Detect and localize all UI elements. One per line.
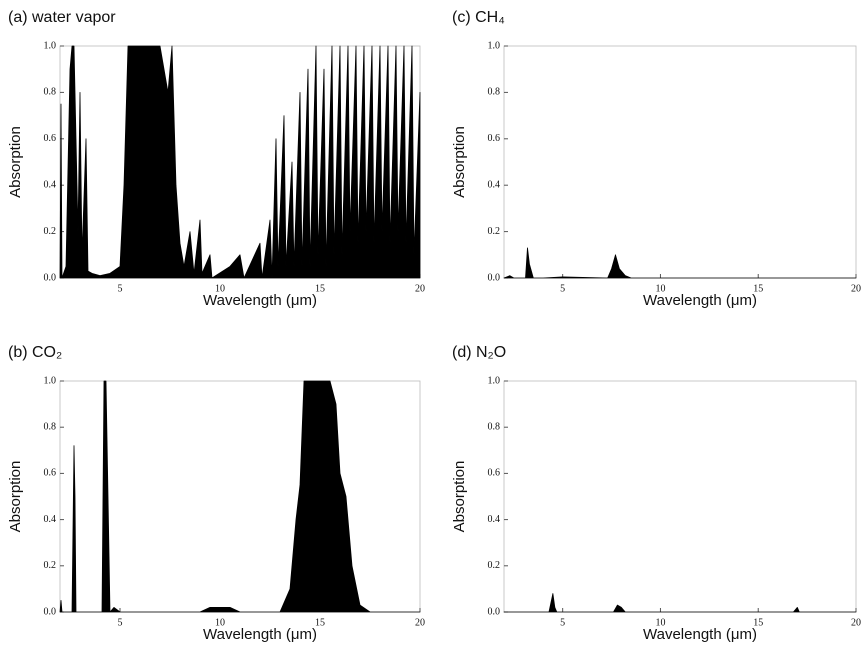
panel-title: (a) water vapor (8, 9, 116, 26)
y-tick-label: 0.0 (44, 272, 57, 283)
y-tick-label: 0.4 (44, 179, 57, 190)
y-tick-label: 0.2 (488, 560, 501, 571)
y-tick-label: 0.0 (488, 272, 501, 283)
y-tick-label: 0.8 (488, 421, 501, 432)
y-axis-label: Absorption (451, 461, 468, 533)
y-tick-label: 0.2 (44, 226, 57, 237)
x-axis-label: Wavelength (μm) (643, 626, 757, 643)
x-axis-label: Wavelength (μm) (203, 626, 317, 643)
panel-title: (b) CO₂ (8, 344, 62, 361)
y-tick-label: 1.0 (44, 375, 57, 386)
y-tick-label: 1.0 (44, 40, 57, 51)
x-tick-label: 10 (215, 617, 225, 628)
x-tick-label: 20 (851, 617, 861, 628)
y-tick-label: 0.4 (488, 514, 501, 525)
y-tick-label: 0.6 (488, 468, 501, 479)
y-tick-label: 0.6 (488, 133, 501, 144)
x-tick-label: 10 (655, 283, 665, 294)
x-tick-label: 15 (753, 283, 763, 294)
y-tick-label: 0.2 (44, 560, 57, 571)
absorption-area (503, 247, 857, 279)
plot-frame (503, 45, 857, 279)
y-tick-label: 0.8 (44, 421, 57, 432)
x-tick-label: 5 (118, 283, 123, 294)
absorption-area (503, 593, 857, 613)
y-tick-label: 0.6 (44, 133, 57, 144)
x-tick-label: 5 (560, 617, 565, 628)
plot-frame (59, 380, 421, 613)
y-tick-label: 0.8 (44, 87, 57, 98)
x-tick-label: 15 (753, 617, 763, 628)
x-tick-label: 10 (215, 283, 225, 294)
x-tick-label: 5 (560, 283, 565, 294)
y-tick-label: 1.0 (488, 40, 501, 51)
x-tick-label: 15 (315, 283, 325, 294)
x-tick-label: 20 (851, 283, 861, 294)
y-tick-label: 0.2 (488, 226, 501, 237)
y-axis-label: Absorption (7, 461, 24, 533)
x-tick-label: 20 (415, 617, 425, 628)
x-tick-label: 20 (415, 283, 425, 294)
panel-title: (c) CH₄ (452, 9, 505, 26)
x-tick-label: 15 (315, 617, 325, 628)
y-axis-label: Absorption (451, 126, 468, 198)
y-tick-label: 0.0 (44, 606, 57, 617)
y-tick-label: 0.6 (44, 468, 57, 479)
y-tick-label: 0.4 (488, 179, 501, 190)
x-axis-label: Wavelength (μm) (643, 292, 757, 309)
absorption-area (59, 380, 421, 613)
x-axis-label: Wavelength (μm) (203, 292, 317, 309)
panel-title: (d) N₂O (452, 344, 506, 361)
y-tick-label: 0.8 (488, 87, 501, 98)
y-tick-label: 1.0 (488, 375, 501, 386)
y-tick-label: 0.4 (44, 514, 57, 525)
plot-frame (503, 380, 857, 613)
x-tick-label: 5 (118, 617, 123, 628)
y-axis-label: Absorption (7, 126, 24, 198)
y-tick-label: 0.0 (488, 606, 501, 617)
x-tick-label: 10 (655, 617, 665, 628)
absorption-area (59, 45, 421, 279)
